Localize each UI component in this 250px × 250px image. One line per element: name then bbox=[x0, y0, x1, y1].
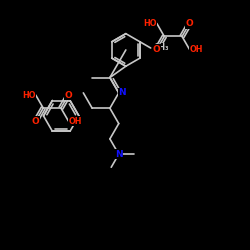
Text: O: O bbox=[153, 45, 161, 54]
Text: O: O bbox=[64, 90, 72, 100]
Text: HO: HO bbox=[143, 19, 157, 28]
Text: OH: OH bbox=[190, 45, 203, 54]
Text: OH: OH bbox=[68, 116, 82, 126]
Text: N: N bbox=[115, 150, 122, 159]
Text: CH₃: CH₃ bbox=[154, 44, 169, 52]
Text: N: N bbox=[118, 88, 126, 98]
Text: O: O bbox=[32, 116, 40, 126]
Text: O: O bbox=[186, 19, 194, 28]
Text: HO: HO bbox=[22, 90, 36, 100]
